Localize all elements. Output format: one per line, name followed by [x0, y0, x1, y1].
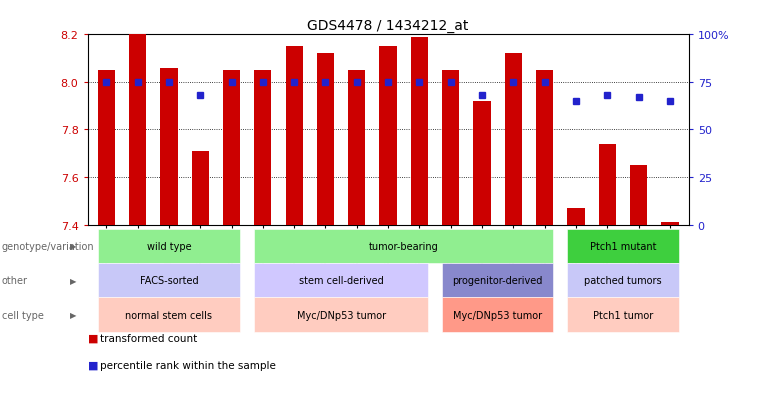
- Bar: [568, 209, 584, 225]
- Bar: [97, 71, 115, 225]
- Text: ■: ■: [88, 360, 98, 370]
- Text: percentile rank within the sample: percentile rank within the sample: [100, 360, 276, 370]
- Bar: [192, 152, 209, 225]
- Text: transformed count: transformed count: [100, 333, 198, 343]
- Text: Myc/DNp53 tumor: Myc/DNp53 tumor: [453, 310, 543, 320]
- Text: patched tumors: patched tumors: [584, 275, 662, 286]
- Bar: [254, 71, 272, 225]
- Bar: [411, 38, 428, 225]
- Text: Ptch1 mutant: Ptch1 mutant: [590, 241, 656, 252]
- Bar: [223, 71, 240, 225]
- Text: wild type: wild type: [147, 241, 191, 252]
- Title: GDS4478 / 1434212_at: GDS4478 / 1434212_at: [307, 19, 469, 33]
- Bar: [349, 71, 365, 225]
- Bar: [661, 223, 679, 225]
- Text: progenitor-derived: progenitor-derived: [453, 275, 543, 286]
- Bar: [161, 69, 177, 225]
- Bar: [317, 54, 334, 225]
- Text: ▶: ▶: [70, 311, 77, 319]
- Bar: [599, 145, 616, 225]
- Bar: [129, 35, 146, 225]
- Bar: [442, 71, 460, 225]
- Text: genotype/variation: genotype/variation: [2, 241, 94, 252]
- Text: tumor-bearing: tumor-bearing: [369, 241, 438, 252]
- Text: Myc/DNp53 tumor: Myc/DNp53 tumor: [297, 310, 386, 320]
- Bar: [285, 47, 303, 225]
- Bar: [380, 47, 396, 225]
- Text: ▶: ▶: [70, 276, 77, 285]
- Text: ■: ■: [88, 333, 98, 343]
- Bar: [505, 54, 522, 225]
- Text: ▶: ▶: [70, 242, 77, 251]
- Text: normal stem cells: normal stem cells: [126, 310, 212, 320]
- Bar: [630, 166, 647, 225]
- Text: Ptch1 tumor: Ptch1 tumor: [593, 310, 653, 320]
- Bar: [473, 102, 491, 225]
- Text: cell type: cell type: [2, 310, 43, 320]
- Text: FACS-sorted: FACS-sorted: [139, 275, 198, 286]
- Bar: [536, 71, 553, 225]
- Text: other: other: [2, 275, 27, 286]
- Text: stem cell-derived: stem cell-derived: [299, 275, 384, 286]
